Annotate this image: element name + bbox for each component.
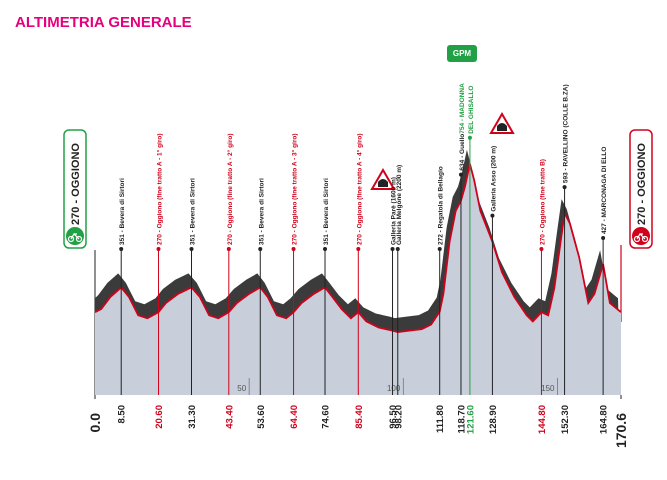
km-label: 98.20 [393, 405, 404, 429]
distance-label: 100 [387, 384, 401, 393]
waypoint-dot [356, 247, 361, 251]
waypoint-label: 754 - MADONNA [459, 83, 466, 134]
waypoint-dot [258, 247, 263, 251]
start-label: 270 - OGGIONO [70, 143, 82, 225]
km-label: 20.60 [154, 405, 165, 429]
waypoint-label: 351 - Bevera di Sirtori [119, 178, 126, 245]
waypoint-dot [490, 213, 495, 218]
waypoint-dot [189, 247, 194, 251]
waypoint-dot [156, 247, 161, 251]
waypoint-dot [226, 247, 231, 251]
km-label: 144.80 [537, 405, 548, 434]
km-label: 111.80 [435, 405, 446, 433]
waypoint-dot [291, 247, 296, 251]
km-label: 152.30 [560, 405, 571, 434]
waypoint-label: 593 - RAVELLINO (COLLE B.ZA) [563, 84, 570, 183]
km-label: 8.50 [117, 405, 128, 424]
start-box [63, 129, 87, 249]
gpm-badge [447, 45, 477, 62]
waypoint-label: 270 - Oggiono (fine tratto A - 1° giro) [156, 133, 164, 245]
km-label: 74.60 [321, 405, 332, 429]
waypoint-label: DEL GHISALLO [468, 85, 475, 133]
km-label: 128.90 [488, 405, 499, 434]
profile-line [94, 163, 622, 334]
x-tick-label: 0.0 [87, 413, 103, 433]
x-tick-label: 170.6 [613, 413, 629, 448]
waypoint-dot [119, 247, 124, 251]
finish-box [629, 129, 653, 249]
gpm-label: GPM [453, 49, 472, 58]
distance-label: 50 [237, 384, 246, 393]
distance-label: 150 [541, 384, 555, 393]
waypoint-dot [458, 172, 463, 177]
waypoint-label: 270 - Oggiono (fine tratto A - 2° giro) [226, 133, 234, 245]
km-label: 96.50 [388, 405, 399, 429]
waypoint-label: 351 - Bevera di Sirtori [258, 178, 265, 245]
km-label: 118.70 [456, 405, 467, 434]
bike-icon [633, 233, 649, 243]
profile-area [95, 163, 621, 395]
waypoint-label: 351 - Bevera di Sirtori [190, 178, 197, 245]
waypoint-dot [562, 185, 567, 190]
km-label: 164.80 [599, 405, 610, 434]
waypoint-label: 270 - Oggiono (fine tratto A - 3° giro) [291, 133, 299, 245]
km-label: 31.30 [187, 405, 198, 429]
finish-icon [632, 227, 650, 245]
waypoint-dot [601, 236, 606, 241]
km-label: 64.40 [289, 405, 300, 429]
waypoint-label: 270 - Oggiono (fine tratto B) [539, 159, 546, 245]
km-label: 85.40 [354, 405, 365, 429]
tunnel-icon [489, 112, 515, 134]
bike-icon [67, 233, 83, 243]
waypoint-dot [390, 247, 395, 251]
waypoint-label: 270 - Oggiono (fine tratto A - 4° giro) [355, 133, 363, 245]
km-label: 53.60 [256, 405, 267, 429]
waypoint-dot [539, 247, 544, 251]
waypoint-label: 272 - Regatola di Bellagio [438, 166, 445, 245]
waypoint-dot [437, 247, 442, 251]
waypoint-label: Galleria Melgone (2200 m) [396, 165, 403, 245]
waypoint-dot [395, 247, 400, 251]
waypoint-label: Galleria Asso (200 m) [490, 146, 497, 212]
waypoint-label: 351 - Bevera di Sirtori [323, 178, 330, 245]
chart-title: ALTIMETRIA GENERALE [15, 14, 192, 31]
finish-label: 270 - OGGIONO [636, 143, 648, 225]
waypoint-dot [467, 135, 472, 140]
start-icon [66, 227, 84, 245]
km-label: 43.40 [224, 405, 235, 429]
km-label: 121.60 [465, 405, 476, 434]
tunnel-icon [370, 168, 396, 190]
waypoint-label: 427 - MARCONAGA DI ELLO [601, 147, 608, 235]
waypoint-dot [323, 247, 328, 251]
waypoint-label: 634 - Guello [459, 134, 466, 171]
waypoint-label: Galleria Parè (1600 m) [391, 177, 398, 245]
